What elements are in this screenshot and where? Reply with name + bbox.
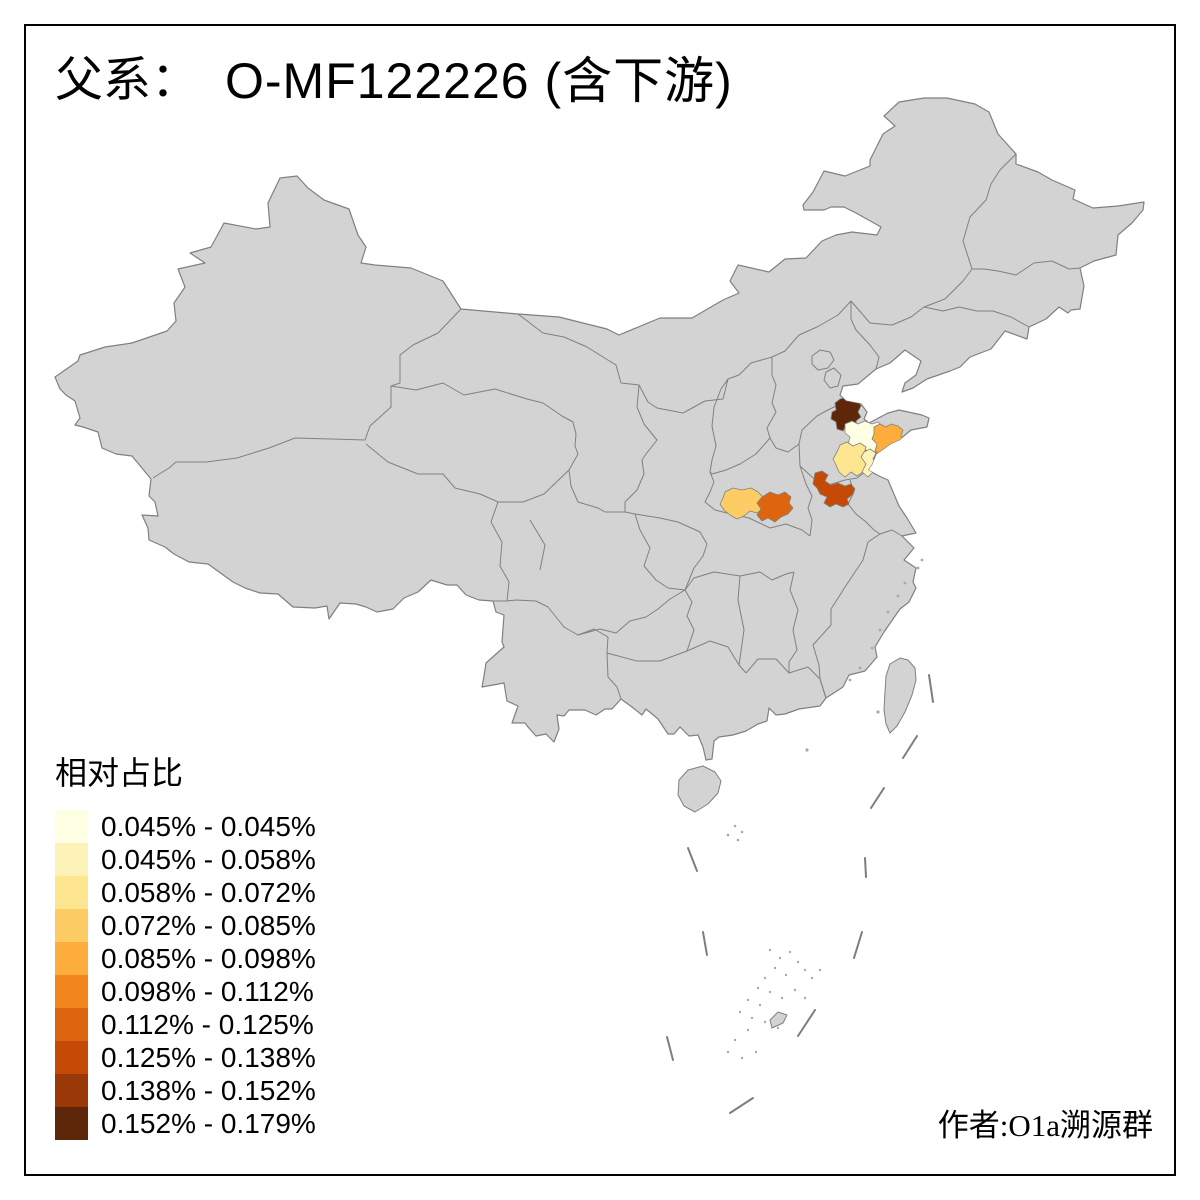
legend-label-9: 0.138% - 0.152% <box>101 1075 316 1106</box>
taiwan-island <box>883 657 917 734</box>
legend-label-2: 0.045% - 0.058% <box>101 844 316 875</box>
legend-label-6: 0.098% - 0.112% <box>101 976 314 1007</box>
legend-label-4: 0.072% - 0.085% <box>101 910 316 941</box>
south-sea-island <box>769 1011 788 1029</box>
legend-row: 0.152% - 0.179% <box>55 1107 316 1140</box>
legend-rows: 0.045% - 0.045% 0.045% - 0.058% 0.058% -… <box>55 810 316 1140</box>
legend-row: 0.138% - 0.152% <box>55 1074 316 1107</box>
legend-swatch-2 <box>55 843 88 876</box>
legend-label-1: 0.045% - 0.045% <box>101 811 316 842</box>
legend-label-10: 0.152% - 0.179% <box>101 1108 316 1139</box>
nine-dash-line <box>666 674 934 1114</box>
islands <box>677 657 917 1029</box>
legend-label-7: 0.112% - 0.125% <box>101 1009 314 1040</box>
region-south-shaanxi-east <box>756 491 794 523</box>
legend-label-3: 0.058% - 0.072% <box>101 877 316 908</box>
legend-row: 0.072% - 0.085% <box>55 909 316 942</box>
legend-swatch-8 <box>55 1041 88 1074</box>
coastal-islets <box>726 558 924 1060</box>
colored-prefectures <box>719 396 906 523</box>
legend-swatch-1 <box>55 810 88 843</box>
legend-row: 0.058% - 0.072% <box>55 876 316 909</box>
legend-label-5: 0.085% - 0.098% <box>101 943 316 974</box>
map-title-text: O-MF122226 (含下游) <box>225 53 733 110</box>
legend-swatch-7 <box>55 1008 88 1041</box>
legend-row: 0.045% - 0.058% <box>55 843 316 876</box>
legend-row: 0.125% - 0.138% <box>55 1041 316 1074</box>
legend-swatch-3 <box>55 876 88 909</box>
legend-row: 0.098% - 0.112% <box>55 975 316 1008</box>
legend-swatch-6 <box>55 975 88 1008</box>
map-title-prefix: 父系： <box>55 54 200 107</box>
figure-border <box>24 24 1176 1176</box>
legend-swatch-10 <box>55 1107 88 1140</box>
legend-label-8: 0.125% - 0.138% <box>101 1042 316 1073</box>
legend-swatch-4 <box>55 909 88 942</box>
author-credit: 作者:O1a溯源群 <box>937 1108 1153 1143</box>
legend-row: 0.112% - 0.125% <box>55 1008 316 1041</box>
legend-swatch-9 <box>55 1074 88 1107</box>
region-south-shaanxi-west <box>719 487 765 520</box>
map-title: 父系： O-MF122226 (含下游) <box>55 53 733 110</box>
legend-swatch-5 <box>55 942 88 975</box>
legend: 相对占比 0.045% - 0.045% 0.045% - 0.058% 0.0… <box>55 748 316 1140</box>
region-south-henan <box>812 470 856 508</box>
mainland-china-outline <box>54 97 1145 761</box>
legend-row: 0.045% - 0.045% <box>55 810 316 843</box>
legend-row: 0.085% - 0.098% <box>55 942 316 975</box>
legend-title: 相对占比 <box>55 755 184 791</box>
province-boundaries <box>152 153 1081 700</box>
hainan-island <box>677 765 722 813</box>
